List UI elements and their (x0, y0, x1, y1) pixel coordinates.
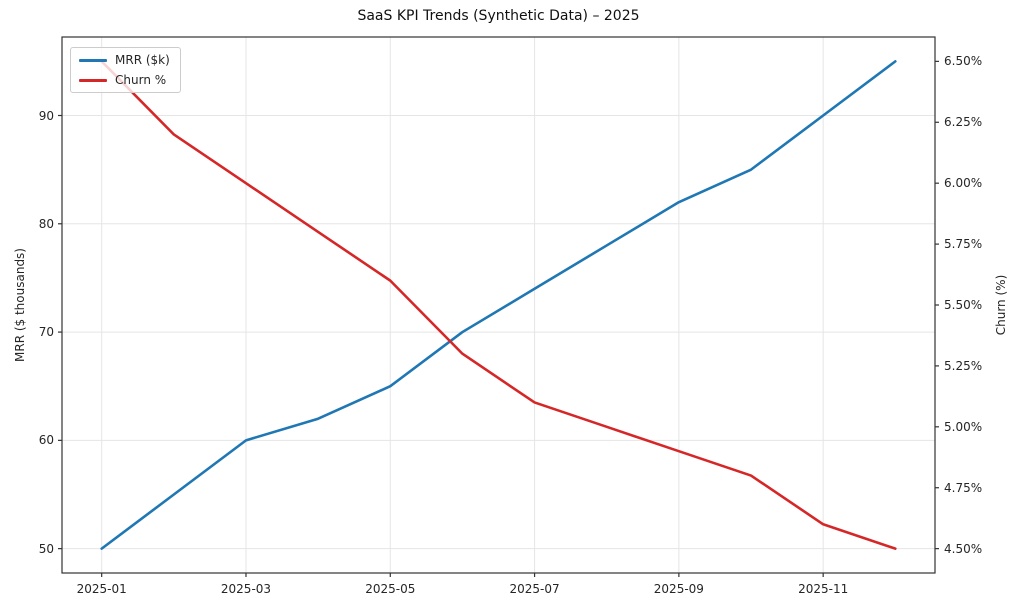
grid-lines (62, 37, 935, 573)
legend-label-churn: Churn % (115, 73, 167, 87)
chart-title: SaaS KPI Trends (Synthetic Data) – 2025 (357, 8, 640, 24)
right-y-tick-label: 5.25% (944, 358, 983, 373)
churn-line-swatch (79, 78, 107, 82)
legend: MRR ($k) Churn % (70, 47, 181, 93)
left-y-tick-label: 60 (38, 433, 54, 448)
left-y-tick-label: 70 (38, 325, 54, 340)
right-y-tick-label: 4.75% (944, 480, 983, 495)
left-axis-label: MRR ($ thousands) (13, 248, 27, 362)
x-tick-label: 2025-03 (220, 582, 272, 596)
x-tick-label: 2025-09 (653, 582, 704, 596)
axes-frame-and-ticks (58, 36, 939, 577)
legend-item-mrr: MRR ($k) (79, 53, 170, 67)
left-y-tick-label: 90 (38, 108, 54, 123)
x-tick-label: 2025-01 (76, 582, 127, 596)
right-y-tick-label: 6.00% (944, 176, 983, 191)
left-y-tick-label: 80 (38, 216, 54, 231)
right-y-tick-label: 6.25% (944, 115, 983, 130)
right-y-tick-label: 4.50% (944, 541, 983, 556)
legend-label-mrr: MRR ($k) (115, 53, 170, 67)
left-y-tick-label: 50 (38, 541, 54, 556)
legend-item-churn: Churn % (79, 73, 170, 87)
mrr-line-swatch (79, 58, 107, 62)
right-y-tick-label: 5.00% (944, 419, 983, 434)
right-y-tick-label: 5.75% (944, 237, 983, 252)
right-axis-label: Churn (%) (994, 274, 1008, 336)
x-tick-label: 2025-11 (798, 582, 849, 596)
x-tick-label: 2025-07 (509, 582, 560, 596)
right-y-tick-label: 6.50% (944, 54, 983, 69)
right-y-tick-label: 5.50% (944, 298, 983, 312)
x-tick-label: 2025-05 (365, 582, 416, 596)
data-series-lines (100, 60, 897, 550)
